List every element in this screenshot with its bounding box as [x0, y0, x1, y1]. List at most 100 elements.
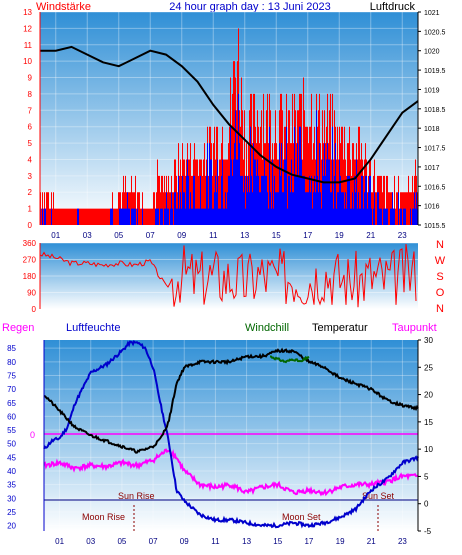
compass-letter: N: [436, 303, 444, 315]
direction-tick-label: 270: [23, 256, 37, 265]
wind-tick-label: 2: [28, 188, 33, 197]
hour-tick-label: 07: [146, 231, 155, 240]
humidity-tick-label: 45: [7, 453, 16, 462]
hour-tick-label: 11: [209, 231, 218, 240]
wind-tick-label: 12: [23, 24, 32, 33]
sun-set-label: Sun Set: [362, 491, 395, 501]
humidity-tick-label: 50: [7, 440, 16, 449]
hour-tick-label: 13: [242, 537, 251, 546]
wind-tick-label: 4: [28, 155, 33, 164]
hour-tick-label: 13: [240, 231, 249, 240]
temperature-tick-label: 25: [424, 363, 433, 372]
temperature-tick-label: 10: [424, 445, 433, 454]
pressure-tick-label: 1019: [424, 87, 440, 94]
humidity-tick-label: 70: [7, 385, 16, 394]
hour-tick-label: 03: [83, 231, 92, 240]
hour-tick-label: 09: [177, 231, 186, 240]
wind-speed-label: Windstärke: [36, 1, 91, 13]
chart-title: 24 hour graph day : 13 Juni 2023: [169, 1, 330, 13]
wind-tick-label: 8: [28, 90, 33, 99]
compass-letter: O: [436, 287, 445, 299]
pressure-tick-label: 1016.5: [424, 184, 446, 191]
moon-rise-label: Moon Rise: [82, 512, 125, 522]
temperature-humidity-panel: [44, 340, 418, 531]
humidity-axis: 20 25 30 35 40 45 50 55 60 65 70 75 80 85: [7, 340, 45, 531]
wind-tick-label: 6: [28, 123, 33, 132]
time-axis-top: 01 03 05 07 09 11 13 15 17 19 21 23: [51, 231, 407, 240]
sun-rise-label: Sun Rise: [118, 491, 155, 501]
wind-tick-label: 11: [24, 41, 33, 50]
temperature-tick-label: 0: [424, 500, 429, 509]
wind-speed-series: [40, 28, 418, 225]
wind-tick-label: 13: [23, 8, 32, 17]
humidity-tick-label: 30: [7, 494, 16, 503]
dewpoint-line: [43, 448, 419, 497]
wind-tick-label: 7: [28, 106, 33, 115]
hour-tick-label: 21: [367, 537, 376, 546]
hour-tick-label: 01: [55, 537, 64, 546]
temperature-line: [43, 347, 419, 454]
hour-tick-label: 23: [398, 231, 407, 240]
hour-tick-label: 15: [272, 231, 281, 240]
hour-tick-label: 05: [117, 537, 126, 546]
temperature-tick-label: 5: [424, 472, 429, 481]
pressure-tick-label: 1016: [424, 204, 440, 211]
direction-tick-label: 90: [27, 289, 36, 298]
humidity-tick-label: 40: [7, 467, 16, 476]
hour-tick-label: 19: [336, 537, 345, 546]
hour-tick-label: 09: [180, 537, 189, 546]
hour-tick-label: 05: [114, 231, 123, 240]
wind-tick-label: 3: [28, 172, 33, 181]
direction-axis: 0 90 180 270 360: [23, 239, 41, 314]
compass-letter: N: [436, 239, 444, 251]
temperature-tick-label: 15: [424, 418, 433, 427]
humidity-tick-label: 80: [7, 358, 16, 367]
pressure-tick-label: 1018.5: [424, 107, 446, 114]
hour-tick-label: 17: [303, 231, 312, 240]
hour-tick-label: 15: [273, 537, 282, 546]
hour-tick-label: 01: [51, 231, 60, 240]
humidity-tick-label: 75: [7, 371, 16, 380]
humidity-tick-label: 65: [7, 399, 16, 408]
temperature-tick-label: 20: [424, 391, 433, 400]
pressure-label: Luftdruck: [370, 1, 416, 13]
temperature-tick-label: -5: [424, 527, 432, 536]
temperature-humidity-grid: [44, 340, 418, 531]
humidity-tick-label: 20: [7, 522, 16, 531]
windchill-label: Windchill: [245, 322, 289, 334]
hour-tick-label: 11: [211, 537, 220, 546]
wind-tick-label: 1: [28, 205, 33, 214]
pressure-tick-label: 1021: [424, 10, 440, 17]
moon-set-label: Moon Set: [282, 512, 321, 522]
hour-tick-label: 07: [149, 537, 158, 546]
hour-tick-label: 21: [366, 231, 375, 240]
compass-letter: S: [436, 271, 443, 283]
pressure-tick-label: 1020: [424, 49, 440, 56]
humidity-tick-label: 35: [7, 481, 16, 490]
direction-tick-label: 180: [23, 272, 37, 281]
humidity-tick-label: 25: [7, 508, 16, 517]
pressure-axis: 1015.5 1016 1016.5 1017 1017.5 1018 1018.5 1019…: [417, 10, 446, 230]
pressure-line: [40, 45, 419, 184]
pressure-tick-label: 1017.5: [424, 146, 446, 153]
temperature-axis: -5 0 5 10 15 20 25 30: [417, 336, 433, 536]
wind-tick-label: 0: [28, 221, 33, 230]
hour-tick-label: 23: [398, 537, 407, 546]
pressure-tick-label: 1015.5: [424, 223, 446, 230]
compass-letter: W: [435, 255, 446, 267]
hour-tick-label: 17: [304, 537, 313, 546]
rain-zero-label: 0: [30, 430, 35, 440]
pressure-tick-label: 1019.5: [424, 68, 446, 75]
time-axis-bottom: 01 03 05 07 09 11 13 15 17 19 21 23: [55, 537, 407, 546]
wind-tick-label: 5: [28, 139, 33, 148]
rain-label: Regen: [2, 322, 34, 334]
wind-tick-label: 9: [28, 74, 33, 83]
wind-tick-label: 10: [23, 57, 32, 66]
temperature-tick-label: 30: [424, 336, 433, 345]
direction-tick-label: 0: [32, 305, 37, 314]
pressure-tick-label: 1017: [424, 165, 440, 172]
